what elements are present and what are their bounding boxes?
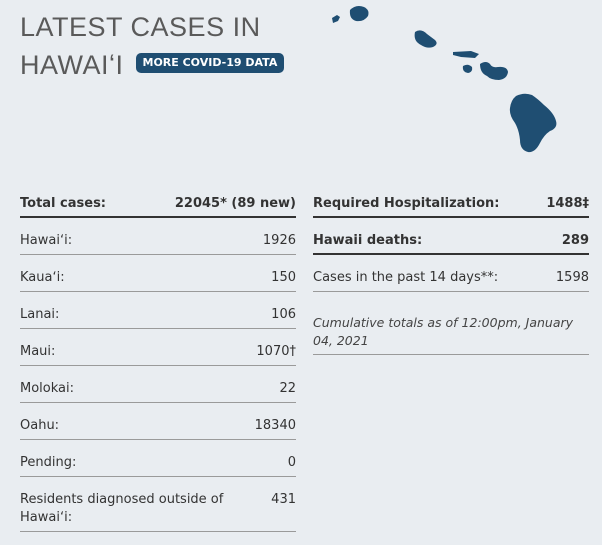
row-value: 431 (271, 492, 296, 507)
row-value: 150 (271, 270, 296, 285)
table-row: Pending: 0 (20, 440, 296, 477)
title: LATEST CASES IN HAWAIʻI (20, 12, 261, 80)
row-value: 18340 (254, 418, 296, 433)
table-row: Hawaii deaths: 289 (313, 218, 589, 255)
row-value: 1926 (262, 233, 296, 248)
table-row: Residents diagnosed outside of Hawaiʻi: 4… (20, 477, 296, 532)
right-table: Required Hospitalization: 1488‡ Hawaii dea… (313, 181, 589, 355)
table-row: Lanai: 106 (20, 292, 296, 329)
table-row: Required Hospitalization: 1488‡ (313, 181, 589, 218)
table-row: Cases in the past 14 days**: 1598 (313, 255, 589, 292)
table-row: Hawaiʻi: 1926 (20, 218, 296, 255)
row-label: Oahu: (20, 418, 60, 433)
row-label: Hawaii deaths: (313, 233, 423, 248)
row-label: Hawaiʻi: (20, 233, 73, 248)
row-label: Total cases: (20, 196, 107, 211)
row-value: 22045* (89 new) (174, 196, 296, 211)
row-value: 106 (271, 307, 296, 322)
more-data-button[interactable]: MORE COVID-19 DATA (135, 52, 285, 73)
row-value: 1070† (256, 344, 296, 359)
table-row: Oahu: 18340 (20, 403, 296, 440)
row-label: Required Hospitalization: (313, 196, 500, 211)
row-label: Kauaʻi: (20, 270, 65, 285)
row-label: Molokai: (20, 381, 74, 396)
table-row: Kauaʻi: 150 (20, 255, 296, 292)
row-label: Lanai: (20, 307, 60, 322)
note: Cumulative totals as of 12:00pm, January… (313, 292, 589, 355)
hawaii-map (332, 6, 557, 153)
row-value: 1488‡ (546, 196, 589, 211)
row-value: 289 (561, 233, 589, 248)
row-value: 22 (279, 381, 296, 396)
row-label: Pending: (20, 455, 77, 470)
left-table: Total cases: 22045* (89 new) Hawaiʻi: 1926 K… (20, 181, 296, 532)
row-label: Maui: (20, 344, 56, 359)
table-row: Maui: 1070† (20, 329, 296, 366)
row-value: 1598 (555, 270, 589, 285)
table-row: Molokai: 22 (20, 366, 296, 403)
row-label: Residents diagnosed outside of Hawaiʻi: (20, 492, 224, 525)
header: LATEST CASES IN HAWAIʻI MORE COVID-19 DAT… (20, 8, 310, 84)
row-value: 0 (287, 455, 296, 470)
table-row: Total cases: 22045* (89 new) (20, 181, 296, 218)
row-label: Cases in the past 14 days**: (313, 270, 499, 285)
